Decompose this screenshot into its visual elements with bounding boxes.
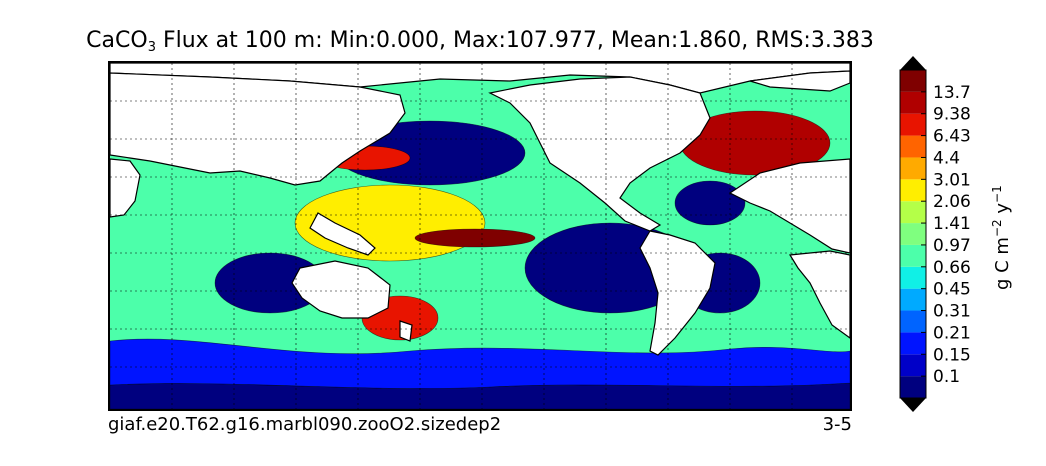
colorbar-tick-label: 0.21 [933,323,971,343]
colorbar-tick-label: 4.4 [933,148,960,168]
colorbar-segment [900,354,926,377]
land-mass [749,70,850,92]
colorbar-tick-label: 0.1 [933,367,960,387]
colorbar-segment [900,70,926,92]
colorbar: 0.10.150.210.310.450.660.971.412.063.014… [899,56,1013,412]
colorbar-tick-label: 1.41 [933,214,971,234]
colorbar-unit-label: g C m−2 y−1 [990,185,1013,290]
panel-id: 3-5 [822,414,852,435]
land-mass [788,250,850,339]
colorbar-segment [900,244,926,267]
flux-region: North Atlantic gyre [674,180,746,226]
colorbar-segment [900,91,926,114]
title-statistics: Flux at 100 m: Min:0.000, Max:107.977, M… [155,28,874,53]
colorbar-segment [900,223,926,245]
colorbar-tick-label: 9.38 [933,105,971,125]
colorbar-tick-label: 0.97 [933,236,971,256]
flux-map: Southern Ocean ice zoneAntarctic Circump… [110,63,850,409]
colorbar-segment [900,376,926,398]
colorbar-segment [900,179,926,202]
land-mass [728,158,850,254]
chart-title: CaCO3 Flux at 100 m: Min:0.000, Max:107.… [0,28,960,55]
land-mass [291,260,391,319]
title-species-subscript: 3 [147,40,156,55]
land-mass [639,230,716,356]
colorbar-segment [900,266,926,289]
flux-region: Equatorial Pacific maximum [414,228,536,248]
colorbar-tick-label: 0.15 [933,345,971,365]
colorbar-tick-label: 6.43 [933,127,971,147]
land-mass [309,212,376,256]
case-name: giaf.e20.T62.g16.marbl090.zooO2.sizedep2 [108,414,502,435]
land-mass [399,320,413,342]
flux-region: Antarctic Circumpolar Current [110,338,850,389]
land-mass [110,158,141,218]
colorbar-segment [900,113,926,136]
colorbar-segment [900,157,926,180]
map-frame: Southern Ocean ice zoneAntarctic Circump… [108,61,852,411]
colorbar-segment [900,288,926,311]
colorbar-segment [900,201,926,224]
colorbar-tick-label: 2.06 [933,192,971,212]
title-species: CaCO [86,28,148,53]
colorbar-segment [900,310,926,333]
colorbar-tick-label: 0.31 [933,302,971,322]
colorbar-tick-label: 0.66 [933,258,971,278]
colorbar-tick-label: 0.45 [933,280,971,300]
colorbar-segment [900,135,926,158]
colorbar-tick-label: 3.01 [933,170,971,190]
ocean-field: Southern Ocean ice zoneAntarctic Circump… [110,63,850,409]
graticule [110,63,850,409]
colorbar-extend-max [900,56,926,70]
colorbar-segment [900,332,926,355]
colorbar-tick-label: 13.7 [933,83,971,103]
colorbar-extend-min [900,398,926,412]
